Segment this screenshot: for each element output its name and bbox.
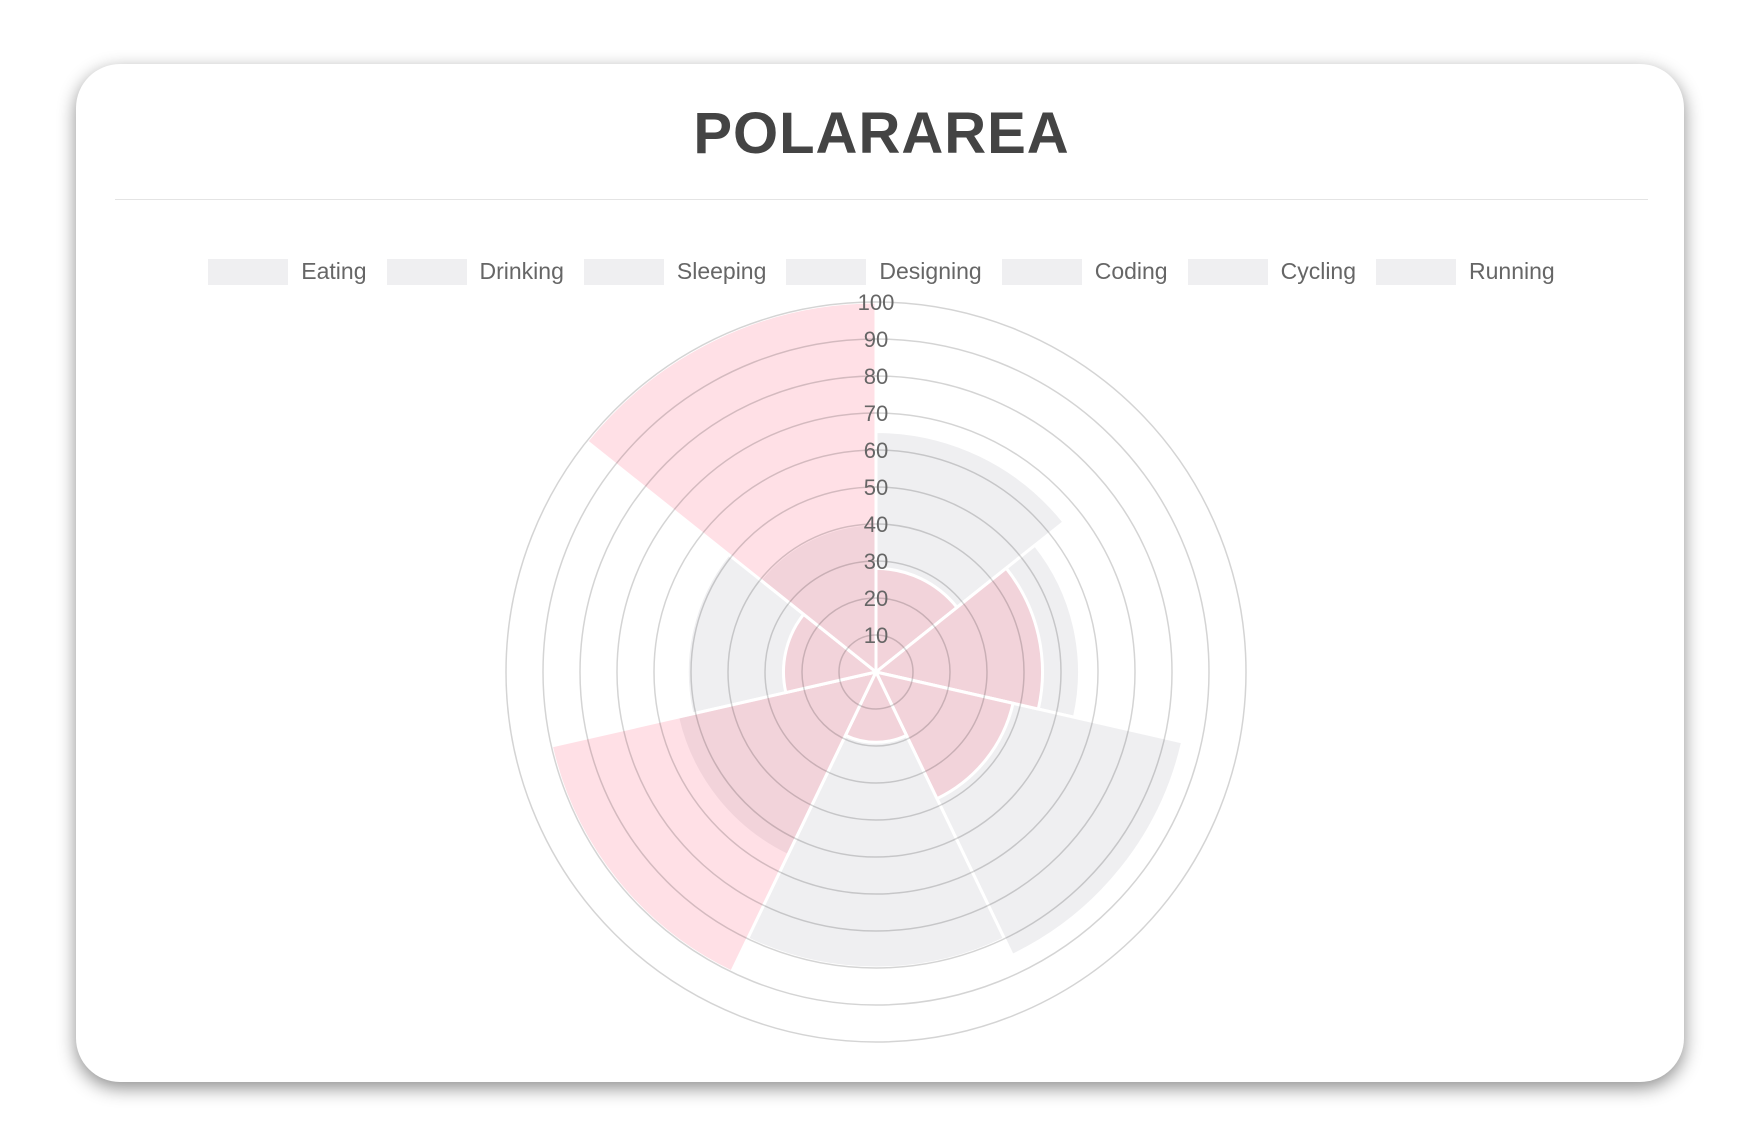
legend: Eating Drinking Sleeping Designing Coding Cyc… bbox=[0, 258, 1763, 285]
legend-swatch bbox=[1187, 258, 1268, 285]
legend-label: Sleeping bbox=[676, 258, 767, 284]
segment-eating-series-2 bbox=[874, 566, 960, 676]
segment-drinking-series-2 bbox=[872, 566, 1044, 711]
legend-swatch bbox=[583, 258, 664, 285]
grid-ring-70 bbox=[616, 412, 1136, 932]
legend-item-sleeping[interactable]: Sleeping bbox=[583, 258, 767, 285]
legend-item-cycling[interactable]: Cycling bbox=[1187, 258, 1357, 285]
legend-swatch bbox=[1001, 258, 1082, 285]
tick-label-20: 20 bbox=[864, 586, 888, 611]
tick-label-50: 50 bbox=[864, 475, 888, 500]
segment-sleeping-series-2 bbox=[873, 669, 1015, 801]
tick-label-90: 90 bbox=[864, 327, 888, 352]
grid-ring-90 bbox=[542, 338, 1210, 1006]
legend-item-running[interactable]: Running bbox=[1376, 258, 1555, 285]
grid-ring-10 bbox=[838, 634, 914, 710]
grid-ring-30 bbox=[764, 560, 988, 784]
legend-label: Designing bbox=[879, 258, 982, 284]
segment-running-series-1 bbox=[758, 522, 878, 676]
segment-eating-series-1 bbox=[874, 429, 1067, 676]
segment-drinking-series-1 bbox=[872, 543, 1082, 720]
grid-ring-20 bbox=[801, 597, 951, 747]
grid-ring-40 bbox=[727, 523, 1025, 821]
chart-title: POLARAREA bbox=[693, 101, 1070, 166]
legend-swatch bbox=[786, 258, 867, 285]
legend-item-coding[interactable]: Coding bbox=[1001, 258, 1168, 285]
grid-ring-100 bbox=[505, 301, 1247, 1043]
grid-ring-60 bbox=[653, 449, 1099, 895]
title-divider bbox=[115, 199, 1648, 200]
legend-label: Cycling bbox=[1280, 258, 1357, 284]
segment-sleeping-series-1 bbox=[873, 669, 1185, 958]
legend-swatch bbox=[1376, 258, 1457, 285]
tick-label-40: 40 bbox=[864, 512, 888, 537]
legend-label: Drinking bbox=[479, 258, 564, 284]
grid-ring-80 bbox=[579, 375, 1173, 969]
segment-coding-series-2 bbox=[549, 669, 879, 975]
legend-label: Running bbox=[1469, 258, 1555, 284]
segment-cycling-series-2 bbox=[782, 612, 880, 695]
legend-item-designing[interactable]: Designing bbox=[786, 258, 982, 285]
segment-designing-series-2 bbox=[843, 668, 909, 744]
tick-label-30: 30 bbox=[864, 549, 888, 574]
segment-coding-series-1 bbox=[675, 669, 879, 858]
legend-label: Coding bbox=[1094, 258, 1168, 284]
chart-card bbox=[76, 64, 1684, 1082]
legend-swatch bbox=[208, 258, 289, 285]
tick-label-80: 80 bbox=[864, 364, 888, 389]
tick-label-10: 10 bbox=[864, 623, 888, 648]
tick-label-100: 100 bbox=[858, 290, 895, 315]
tick-label-60: 60 bbox=[864, 438, 888, 463]
legend-item-eating[interactable]: Eating bbox=[208, 258, 367, 285]
tick-label-70: 70 bbox=[864, 401, 888, 426]
segment-cycling-series-1 bbox=[685, 552, 880, 716]
segment-running-series-2 bbox=[584, 300, 878, 676]
legend-label: Eating bbox=[301, 258, 367, 284]
segment-designing-series-1 bbox=[745, 668, 1007, 970]
legend-item-drinking[interactable]: Drinking bbox=[386, 258, 564, 285]
grid-ring-50 bbox=[690, 486, 1062, 858]
legend-swatch bbox=[386, 258, 467, 285]
